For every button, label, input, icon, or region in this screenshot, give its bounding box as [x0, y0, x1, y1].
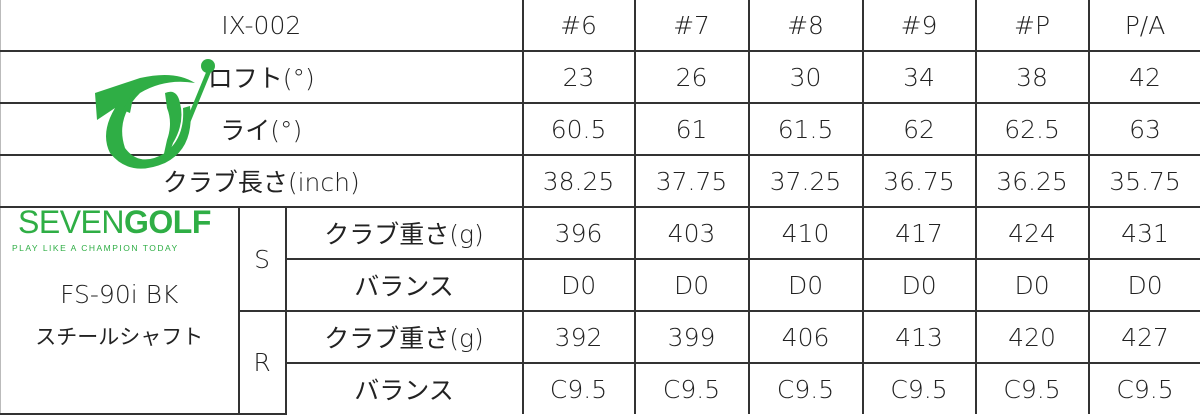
flex-label: S	[239, 207, 286, 311]
cell: C9.5	[976, 363, 1089, 414]
cell: 38	[976, 51, 1089, 103]
cell: 36.25	[976, 155, 1089, 207]
cell: 62.5	[976, 103, 1089, 155]
cell: 30	[749, 51, 863, 103]
column-header: #7	[635, 0, 749, 51]
cell: 431	[1089, 207, 1200, 259]
cell: 60.5	[523, 103, 635, 155]
cell: 61.5	[749, 103, 863, 155]
cell: D0	[523, 259, 635, 311]
cell: C9.5	[635, 363, 749, 414]
cell: 424	[976, 207, 1089, 259]
column-header: #P	[976, 0, 1089, 51]
column-header: P/A	[1089, 0, 1200, 51]
cell: C9.5	[1089, 363, 1200, 414]
cell: D0	[749, 259, 863, 311]
cell: 42	[1089, 51, 1200, 103]
cell: 63	[1089, 103, 1200, 155]
row-label: バランス	[286, 363, 523, 414]
cell: 62	[863, 103, 976, 155]
row-label: クラブ重さ(g)	[286, 311, 523, 363]
cell: 417	[863, 207, 976, 259]
column-header: #6	[523, 0, 635, 51]
row-label: ロフト(°)	[1, 51, 523, 103]
cell: 35.75	[1089, 155, 1200, 207]
cell: 38.25	[523, 155, 635, 207]
shaft-name: FS-90i BK	[1, 280, 238, 309]
row-label: クラブ長さ(inch)	[1, 155, 523, 207]
cell: 396	[523, 207, 635, 259]
cell: 26	[635, 51, 749, 103]
cell: 36.75	[863, 155, 976, 207]
cell: 392	[523, 311, 635, 363]
cell: D0	[1089, 259, 1200, 311]
row-label: クラブ重さ(g)	[286, 207, 523, 259]
cell: D0	[635, 259, 749, 311]
cell: 23	[523, 51, 635, 103]
cell: 61	[635, 103, 749, 155]
cell: C9.5	[523, 363, 635, 414]
row-label: ライ(°)	[1, 103, 523, 155]
cell: 403	[635, 207, 749, 259]
cell: 34	[863, 51, 976, 103]
header-row: IX-002 #6 #7 #8 #9 #P P/A	[1, 0, 1200, 51]
cell: 420	[976, 311, 1089, 363]
flex-label: R	[239, 311, 286, 414]
table-row: ロフト(°) 23 26 30 34 38 42	[1, 51, 1200, 103]
cell: 37.75	[635, 155, 749, 207]
cell: 406	[749, 311, 863, 363]
cell: 410	[749, 207, 863, 259]
cell: C9.5	[749, 363, 863, 414]
cell: D0	[976, 259, 1089, 311]
cell: 427	[1089, 311, 1200, 363]
table-row: クラブ長さ(inch) 38.25 37.75 37.25 36.75 36.2…	[1, 155, 1200, 207]
cell: C9.5	[863, 363, 976, 414]
cell: D0	[863, 259, 976, 311]
column-header: #8	[749, 0, 863, 51]
cell: 413	[863, 311, 976, 363]
shaft-cell: FS-90i BK スチールシャフト	[1, 207, 239, 414]
shaft-type: スチールシャフト	[1, 321, 238, 351]
row-label: バランス	[286, 259, 523, 311]
column-header: #9	[863, 0, 976, 51]
cell: 399	[635, 311, 749, 363]
cell: 37.25	[749, 155, 863, 207]
model-name: IX-002	[1, 0, 523, 51]
table-row: ライ(°) 60.5 61 61.5 62 62.5 63	[1, 103, 1200, 155]
table-row: FS-90i BK スチールシャフト S クラブ重さ(g) 396 403 41…	[1, 207, 1200, 259]
